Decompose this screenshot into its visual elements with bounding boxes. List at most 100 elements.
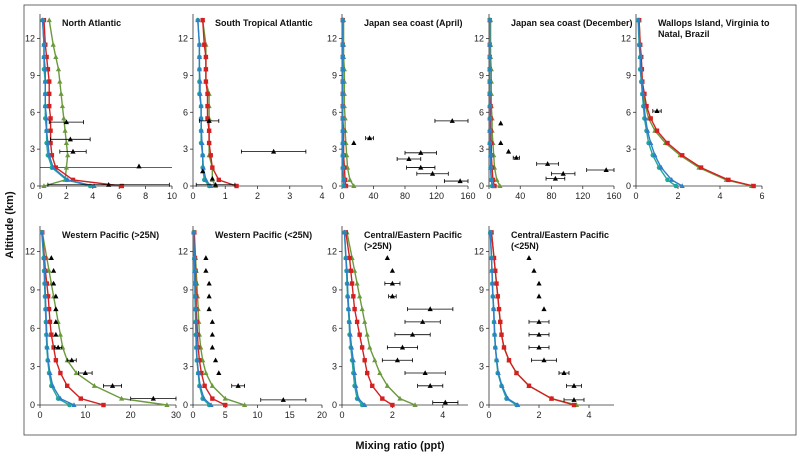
panel-2-xtick-label: 1 (223, 191, 228, 201)
panel-1-series-blue-point (41, 54, 47, 59)
panel-7-series-red-point (197, 358, 202, 363)
panel-5-series-blue-point (635, 17, 642, 23)
panel-3-series-blue-point (340, 17, 346, 23)
panel-4-series-blue-point (487, 54, 493, 59)
panel-1-series-green-point (58, 91, 64, 96)
panel-8-obs-point (409, 331, 416, 337)
panel-8-series-green-point (352, 267, 358, 273)
panel-8-series-blue-point (343, 255, 349, 260)
panel-4-ytick-label: 0 (479, 181, 484, 191)
panel-9-obs-point (571, 383, 577, 388)
panel-8-series-blue-point (346, 319, 353, 324)
panel-2-ytick-label: 6 (183, 107, 188, 117)
panel-8-series-green-point (354, 280, 360, 286)
panel-2-series-blue-point (208, 183, 214, 188)
panel-1-series-red-point (49, 153, 55, 158)
panel-1-ytick-label: 3 (30, 144, 35, 154)
panel-7: 0 3 6 9 12 0 5 10 15 20 Western Pacific (<25N) (178, 226, 327, 420)
panel-3-ytick-label: 9 (332, 70, 337, 80)
panel-9-series-red-line (490, 232, 575, 406)
panel-7-xtick-label: 20 (317, 410, 327, 420)
figure-frame (23, 4, 797, 436)
panel-7-series-red-point (202, 383, 207, 389)
panel-1-series-blue-point (44, 127, 50, 133)
panel-8-series-green-point (364, 331, 370, 337)
panel-1-xtick-label: 6 (117, 191, 122, 201)
panel-3-obs-point (418, 150, 424, 155)
panel-7-series-blue-point (194, 357, 200, 363)
panel-9-series-blue-point (494, 357, 500, 363)
panel-1-xtick-label: 4 (90, 191, 95, 201)
panel-3-series-blue-point (340, 41, 346, 47)
panel-6-obs-point (82, 370, 88, 376)
panel-9-series-blue-point (505, 395, 511, 401)
panel-1-series-green-point (65, 152, 71, 158)
panel-8-obs-point (420, 319, 426, 324)
panel-7-title: Western Pacific (<25N) (215, 230, 312, 240)
panel-5-series-blue-point (640, 91, 646, 96)
panel-9-obs-point (536, 319, 542, 324)
panel-6-series-red-point (49, 332, 54, 337)
panel-8-obs-point (427, 306, 433, 312)
panel-7-series-blue-point (197, 383, 203, 388)
panel-5-series-blue-point (669, 177, 675, 182)
panel-5-obs-point (654, 108, 660, 114)
panel-2-series-red-point (205, 103, 210, 109)
panel-9-xtick-label: 4 (586, 410, 591, 420)
panel-1-series-red-point (48, 128, 53, 133)
panel-5-ytick-label: 0 (626, 181, 631, 191)
panel-8-series-red-point (359, 345, 365, 350)
panel-6-series-blue-point (41, 267, 48, 273)
panel-4-obs-point (498, 120, 504, 126)
panel-3-series-blue-point (340, 127, 346, 133)
panel-6-obs-point (51, 267, 57, 273)
panel-6-xtick-label: 20 (126, 410, 136, 420)
panel-1-series-blue-point (42, 66, 48, 72)
panel-7-obs-point (235, 383, 241, 388)
panel-5-series-blue-point (638, 66, 644, 72)
panel-8-obs-point (389, 280, 395, 286)
panel-8-title: Central/Eastern Pacific (364, 230, 462, 240)
panel-8-series-green-point (367, 344, 373, 350)
panel-4-series-blue-point (487, 17, 493, 23)
panel-6-xtick-label: 0 (37, 410, 42, 420)
panel-1-series-blue-point (65, 177, 71, 182)
panel-3-xtick-label: 120 (429, 191, 444, 201)
panel-8-series-blue-point (355, 395, 361, 401)
panel-7-series-blue-point (192, 306, 199, 312)
panel-3-series-blue-point (340, 103, 346, 109)
panel-5-series-blue-point (679, 183, 685, 188)
panel-3-obs-point (449, 118, 455, 123)
panel-1-series-green-point (59, 103, 66, 109)
panel-3-title: Japan sea coast (April) (364, 18, 463, 28)
panel-9-series-red-point (498, 319, 503, 325)
panel-1-ytick-label: 12 (25, 34, 35, 44)
panel-1-series-blue-point (44, 115, 50, 121)
panel-2-series-blue-point (199, 140, 205, 145)
panel-2-series-blue-point (197, 91, 203, 96)
panel-1-xtick-label: 8 (143, 191, 148, 201)
panel-4-series-green-point (497, 183, 503, 188)
panel-2-series-red-point (203, 67, 209, 72)
panel-7-xtick-label: 5 (223, 410, 228, 420)
panel-1-series-red-point (70, 177, 76, 183)
panel-7-obs-point (209, 331, 215, 337)
panel-4-series-blue-point (488, 177, 494, 182)
panel-6-series-red-point (65, 383, 70, 389)
panel-8-ytick-label: 12 (327, 247, 337, 257)
panel-6-obs-point (150, 395, 156, 401)
panel-5-ytick-label: 12 (621, 34, 631, 44)
panel-1-xtick-label: 10 (167, 191, 177, 201)
panel-5: 0 3 6 9 12 0 2 4 6 Wallops Island, Virginia toNat… (621, 14, 770, 201)
panel-1-series-red-point (48, 116, 53, 121)
panel-9-series-blue-point (490, 293, 496, 299)
panel-4-series-blue-point (487, 115, 493, 121)
panel-6-series-blue-point (42, 293, 49, 299)
panel-6-series-red-point (53, 358, 59, 363)
panel-8-series-green-point (362, 319, 368, 324)
panel-8-series-red-point (390, 402, 395, 408)
panel-6-series-blue-point (44, 331, 50, 337)
panel-4-series-red-point (492, 183, 497, 189)
panel-4-series-blue-point (487, 152, 494, 158)
